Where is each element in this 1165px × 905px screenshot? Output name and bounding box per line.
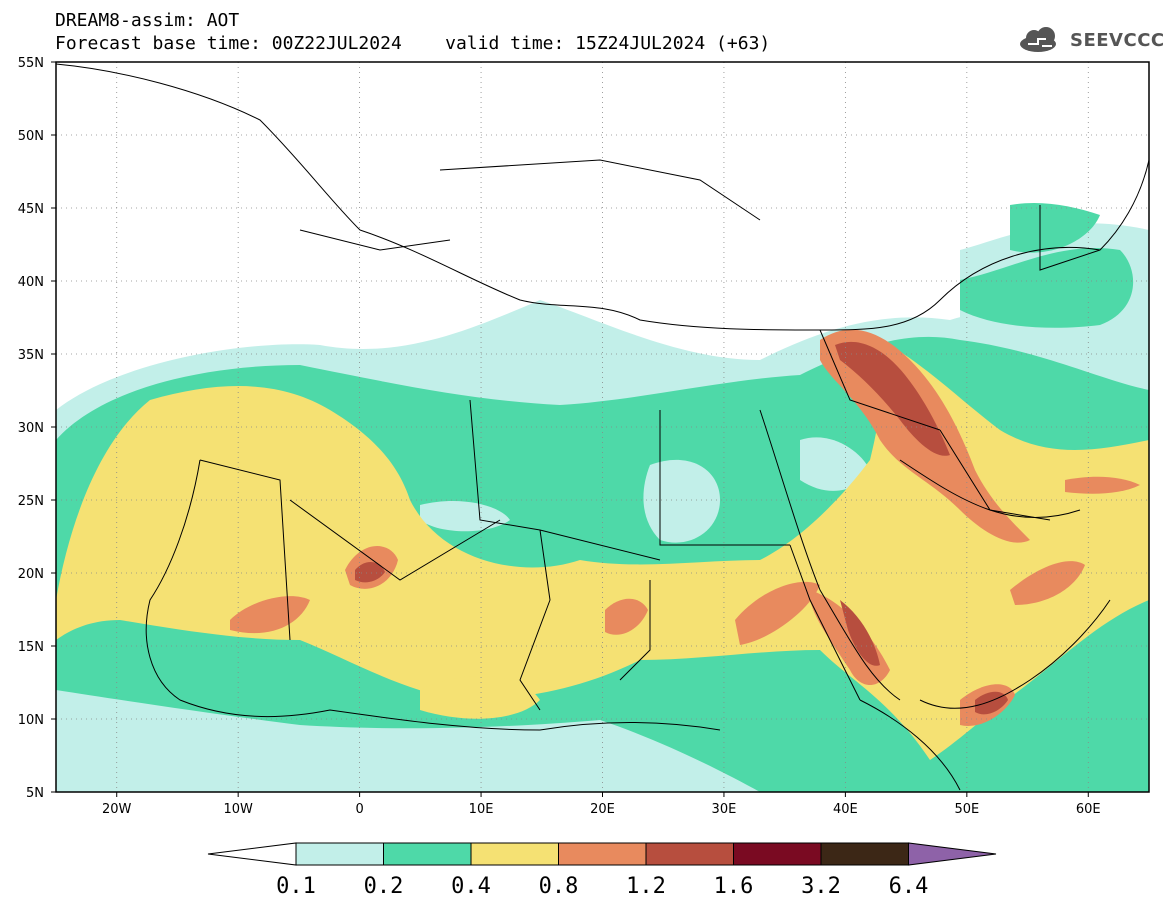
colorbar-level-label: 0.1	[276, 874, 316, 899]
country-border	[439, 159, 761, 221]
lat-tick-label: 35N	[18, 348, 44, 363]
colorbar-swatch	[383, 842, 472, 866]
aot-level-0.8	[230, 596, 310, 634]
lat-tick-label: 45N	[18, 202, 44, 217]
cloud-icon	[1020, 27, 1056, 52]
aot-level-0.1	[643, 459, 720, 543]
aot-level-0.4	[420, 676, 540, 719]
lon-tick-label: 40E	[833, 802, 858, 817]
map-grid	[56, 62, 1149, 792]
country-border	[619, 580, 651, 681]
colorbar: 0.1 0.2 0.4 0.8 1.2 1.6 3.2 6.4	[207, 842, 997, 899]
coastline	[56, 63, 1149, 331]
lat-tick-label: 25N	[18, 494, 44, 509]
lon-tick-label: 0	[355, 802, 363, 817]
country-border	[659, 410, 790, 546]
coastline	[145, 459, 721, 731]
lat-tick-label: 50N	[18, 129, 44, 144]
lat-tick-label: 30N	[18, 421, 44, 436]
country-border	[199, 459, 291, 641]
country-borders	[56, 63, 1149, 791]
lat-tick-label: 40N	[18, 275, 44, 290]
lat-tick-label: 55N	[18, 56, 44, 71]
colorbar-swatch	[733, 842, 822, 866]
colorbar-level-label: 3.2	[801, 874, 841, 899]
lon-tick-label: 60E	[1076, 802, 1101, 817]
colorbar-level-label: 0.8	[539, 874, 579, 899]
lat-tick-label: 15N	[18, 640, 44, 655]
aot-level-0.8	[735, 581, 820, 645]
lon-tick-label: 20W	[102, 802, 132, 817]
coastline	[859, 699, 961, 791]
map-title: DREAM8-assim: AOT	[55, 10, 240, 31]
colorbar-level-label: 0.2	[364, 874, 404, 899]
lat-tick-label: 5N	[26, 786, 44, 801]
colorbar-swatch	[470, 842, 559, 866]
lon-tick-label: 50E	[954, 802, 979, 817]
time-info: Forecast base time: 00Z22JUL2024 valid t…	[55, 33, 771, 54]
lat-tick-label: 20N	[18, 567, 44, 582]
country-border	[1039, 205, 1101, 271]
aot-level-0.8	[1065, 476, 1140, 494]
colorbar-swatch	[820, 842, 909, 866]
aot-level-0.8	[605, 598, 648, 635]
colorbar-level-label: 1.6	[714, 874, 754, 899]
colorbar-swatch	[558, 842, 647, 866]
coastline	[919, 599, 1111, 709]
colorbar-swatch	[645, 842, 734, 866]
coastline	[759, 409, 901, 701]
aot-level-0.2	[1010, 203, 1100, 253]
lon-tick-label: 30E	[712, 802, 737, 817]
aot-level-0.2	[960, 247, 1134, 328]
longitude-labels: 20W 10W 0 10E 20E 30E 40E 50E 60E	[102, 792, 1101, 817]
country-border	[939, 429, 1051, 521]
country-border	[299, 229, 451, 251]
colorbar-swatch	[295, 842, 384, 866]
colorbar-level-label: 0.4	[451, 874, 491, 899]
country-border	[469, 399, 661, 561]
country-border	[819, 329, 941, 431]
colorbar-level-label: 1.2	[626, 874, 666, 899]
lon-tick-label: 10E	[469, 802, 494, 817]
lon-tick-label: 10W	[223, 802, 253, 817]
aot-level-1.2	[840, 600, 880, 666]
aot-level-0.8	[1010, 561, 1085, 605]
aot-level-1.2	[355, 561, 385, 583]
latitude-labels: 55N 50N 45N 40N 35N 30N 25N 20N 15N 10N 5N	[18, 56, 56, 801]
country-border	[519, 529, 551, 711]
country-border	[289, 499, 501, 581]
colorbar-level-label: 6.4	[889, 874, 929, 899]
colorbar-over-arrow	[908, 842, 997, 866]
country-border	[789, 544, 861, 701]
aot-level-0.1	[800, 437, 870, 491]
logo-text: SEEVCCC	[1070, 30, 1165, 51]
colorbar-under-arrow	[207, 842, 297, 866]
lon-tick-label: 20E	[590, 802, 615, 817]
aot-level-0.1	[420, 500, 510, 532]
lat-tick-label: 10N	[18, 713, 44, 728]
